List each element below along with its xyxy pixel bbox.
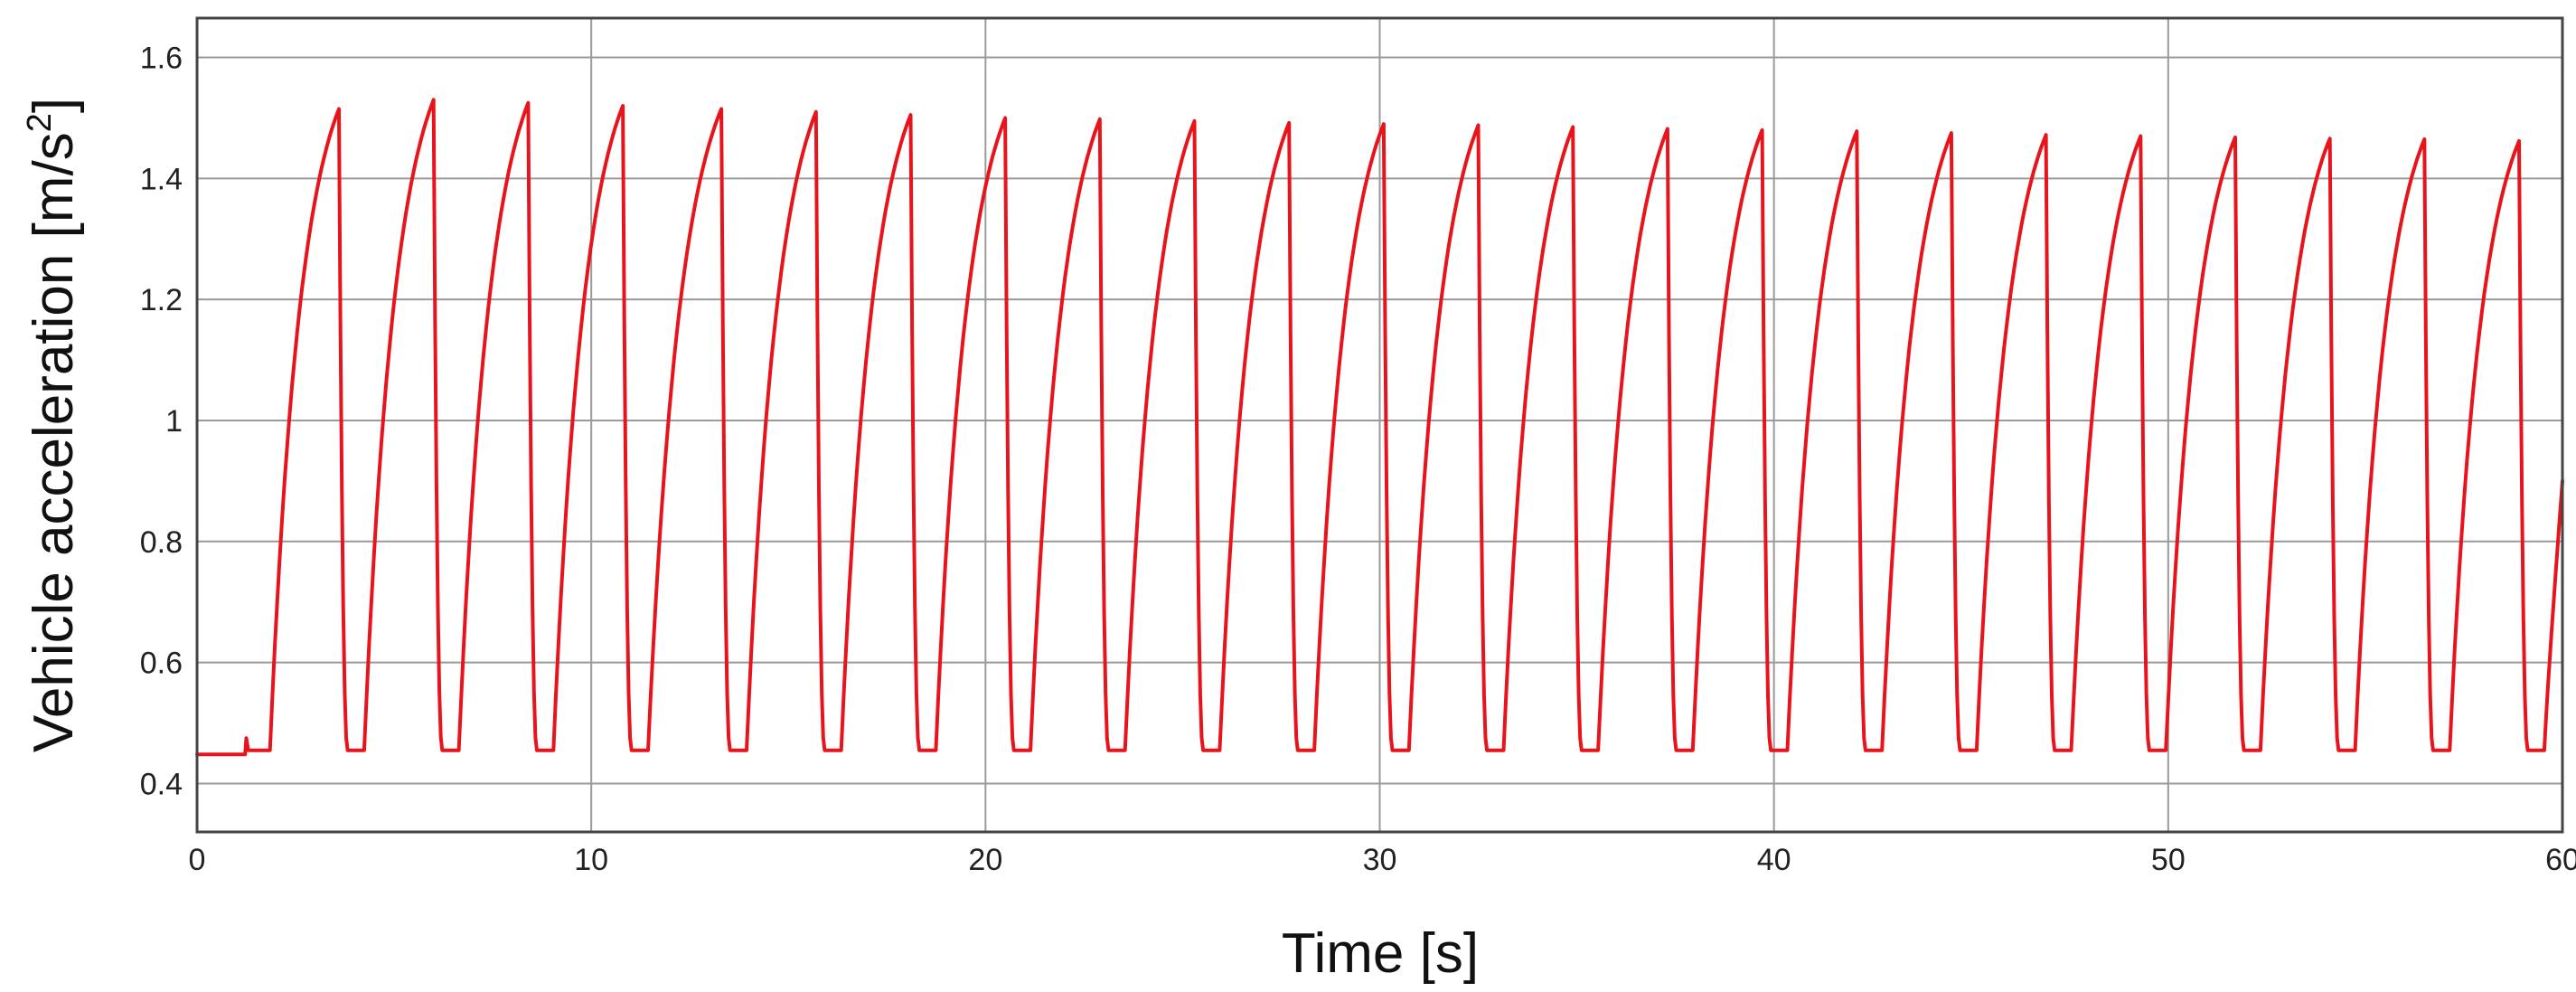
- series-line: [195, 98, 2564, 757]
- y-axis-title: Vehicle acceleration [m/s2]: [21, 98, 85, 752]
- y-axis-title-close: ]: [23, 98, 85, 113]
- y-tick-label: 0.4: [140, 767, 183, 801]
- series-layer: [195, 98, 2564, 757]
- plot-frame: [195, 16, 2564, 834]
- x-tick-label: 30: [1363, 843, 1397, 877]
- x-axis-title: Time [s]: [1282, 922, 1479, 985]
- y-tick-label: 1.6: [140, 41, 183, 75]
- y-tick-label: 1.4: [140, 162, 183, 196]
- grid-layer: [197, 18, 2562, 832]
- y-axis-title-sup: 2: [21, 113, 59, 132]
- y-tick-label: 0.8: [140, 525, 183, 560]
- x-tick-label: 50: [2151, 843, 2186, 877]
- y-tick-label: 1.2: [140, 283, 183, 317]
- x-tick-label: 40: [1757, 843, 1791, 877]
- y-tick-label: 0.6: [140, 647, 183, 681]
- x-tick-label: 10: [574, 843, 608, 877]
- tick-layer: 0 10 20 30 40 50 60 0.4 0.6 0.8 1 1.2 1.4 1.6: [140, 41, 2576, 877]
- x-tick-label: 60: [2545, 843, 2576, 877]
- y-axis-title-text: Vehicle acceleration [m/s: [23, 132, 85, 752]
- x-tick-label: 20: [968, 843, 1002, 877]
- x-tick-label: 0: [189, 843, 206, 877]
- y-tick-label: 1: [165, 404, 183, 439]
